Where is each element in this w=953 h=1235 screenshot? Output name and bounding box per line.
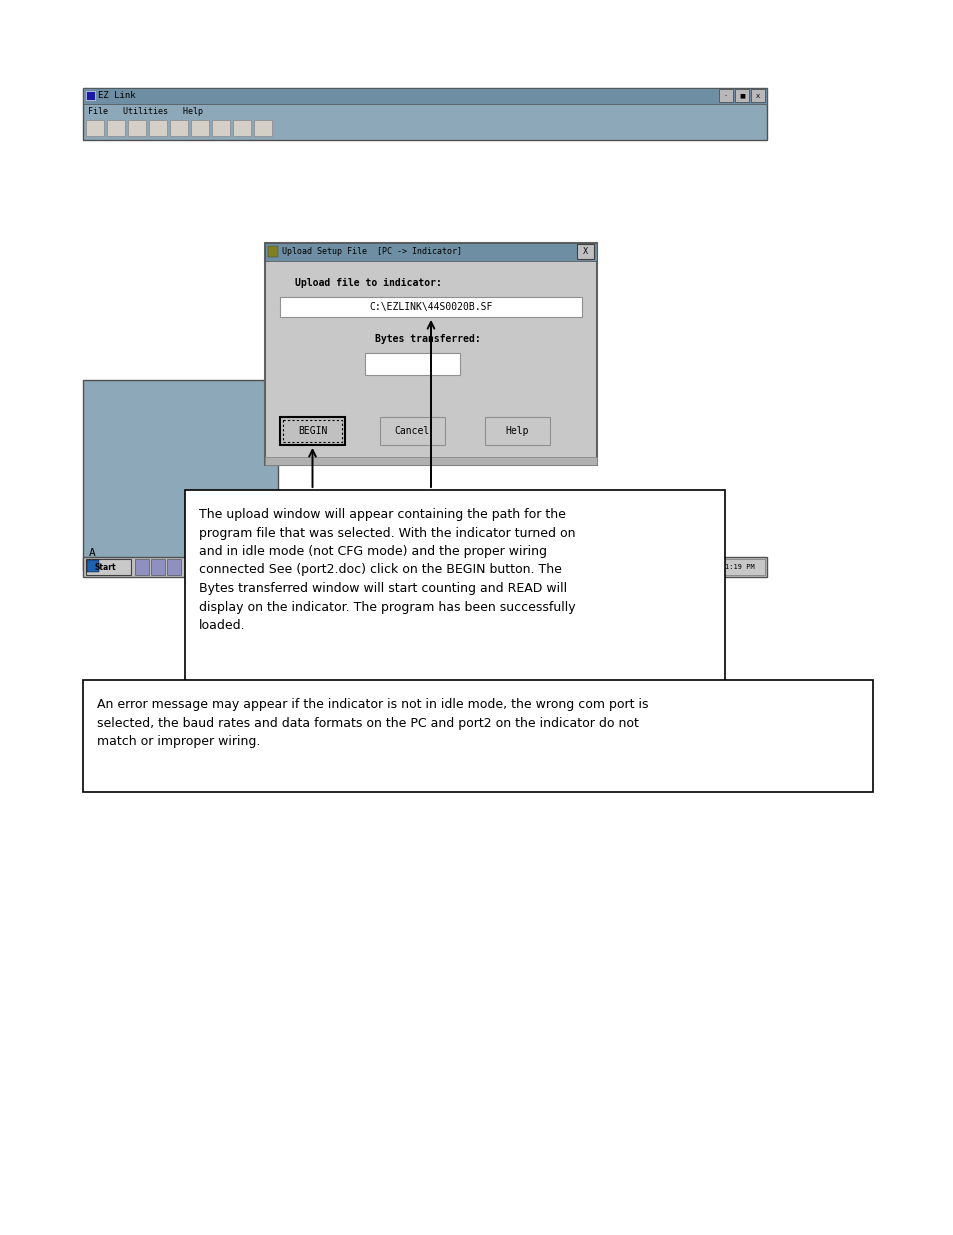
Text: The upload window will appear containing the path for the
program file that was : The upload window will appear containing…	[199, 508, 575, 632]
Bar	[83, 88, 766, 104]
Bar	[149, 120, 167, 136]
Bar	[83, 380, 277, 571]
Bar	[151, 559, 165, 576]
Bar	[719, 89, 732, 103]
Text: Cancel: Cancel	[395, 426, 430, 436]
Text: C:\EZLINK\44S0020B.SF: C:\EZLINK\44S0020B.SF	[369, 303, 492, 312]
Bar	[212, 120, 230, 136]
Bar	[379, 417, 444, 445]
Bar	[265, 243, 597, 466]
Bar	[107, 120, 125, 136]
Bar	[253, 120, 272, 136]
Bar	[714, 559, 764, 576]
Text: Start: Start	[94, 562, 115, 572]
Bar	[365, 353, 459, 375]
Bar	[283, 420, 341, 442]
Text: -: -	[724, 94, 726, 99]
Text: File   Utilities   Help: File Utilities Help	[88, 106, 203, 116]
Bar	[167, 559, 181, 576]
Bar	[83, 88, 766, 140]
Bar	[265, 457, 597, 466]
Text: A: A	[89, 548, 95, 558]
Bar	[191, 120, 209, 136]
Text: 1:19 PM: 1:19 PM	[724, 564, 754, 571]
Text: Help: Help	[505, 426, 529, 436]
Text: Upload Setup File  [PC -> Indicator]: Upload Setup File [PC -> Indicator]	[282, 247, 461, 257]
Text: X: X	[581, 247, 587, 257]
Bar	[86, 559, 131, 576]
Bar	[185, 490, 724, 690]
Bar	[750, 89, 764, 103]
Text: Upload file to indicator:: Upload file to indicator:	[294, 278, 441, 288]
Text: NUM: NUM	[691, 562, 705, 572]
Bar	[86, 120, 104, 136]
Bar	[86, 91, 95, 100]
Bar	[280, 417, 345, 445]
Text: Bytes transferred:: Bytes transferred:	[375, 333, 480, 345]
Bar	[135, 559, 149, 576]
Bar	[87, 559, 99, 572]
Text: BEGIN: BEGIN	[297, 426, 327, 436]
Text: An error message may appear if the indicator is not in idle mode, the wrong com : An error message may appear if the indic…	[97, 698, 648, 748]
Bar	[233, 120, 251, 136]
Bar	[265, 243, 597, 261]
Bar	[268, 246, 277, 257]
Bar	[83, 557, 766, 577]
Text: ■: ■	[739, 94, 744, 99]
Text: EZ Link: EZ Link	[98, 91, 135, 100]
Bar	[484, 417, 550, 445]
Text: X: X	[755, 94, 760, 99]
Bar	[170, 120, 188, 136]
Bar	[83, 680, 872, 792]
Bar	[734, 89, 748, 103]
Bar	[280, 296, 581, 317]
Bar	[128, 120, 146, 136]
Bar	[577, 245, 594, 259]
